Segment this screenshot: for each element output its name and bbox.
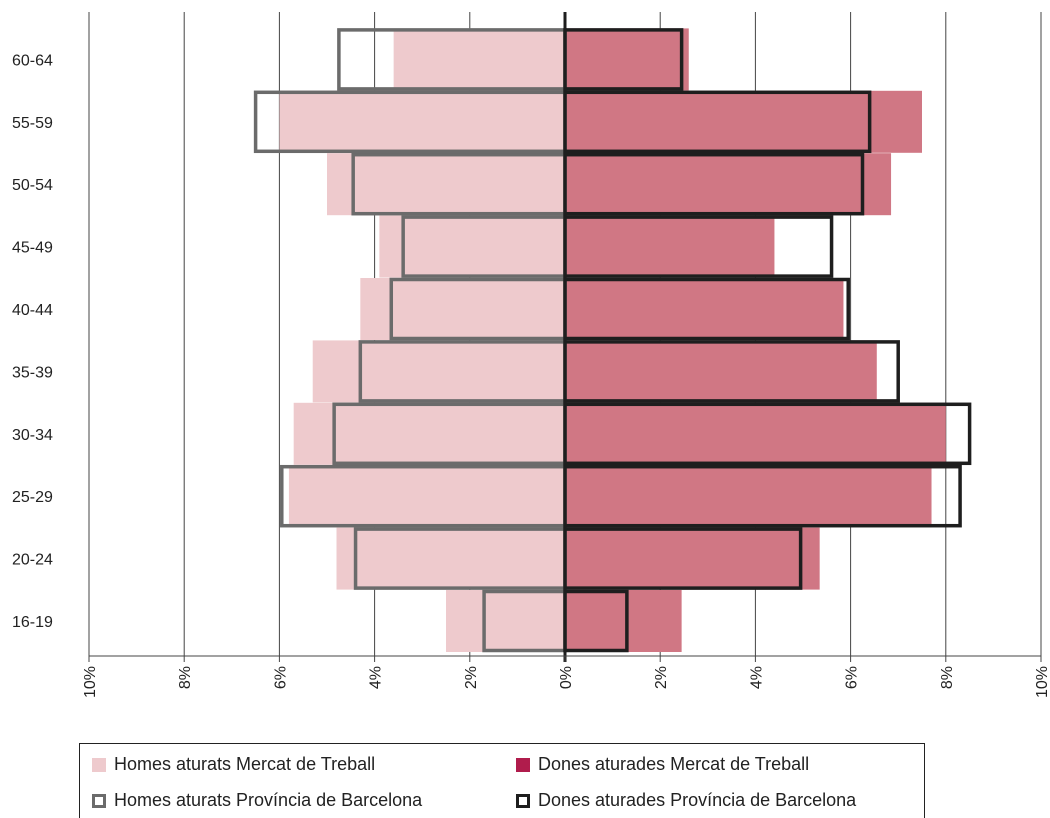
bar-right-filled-45-49 (565, 215, 775, 278)
legend-label-women-market: Dones aturades Mercat de Treball (538, 754, 810, 774)
legend-swatch-men-province (92, 793, 106, 808)
bar-right-filled-20-24 (565, 527, 820, 590)
legend-item-women-market: Dones aturades Mercat de Treball (516, 754, 809, 775)
x-tick-label-4: 2% (463, 666, 480, 689)
legend-swatch-women-market (516, 757, 530, 772)
x-tick-label-0: 10% (82, 666, 99, 698)
bar-right-filled-55-59 (565, 90, 922, 153)
bar-left-filled-30-34 (293, 402, 565, 465)
x-tick-label-1: 8% (177, 666, 194, 689)
bar-left-filled-16-19 (446, 590, 565, 652)
legend-label-women-province: Dones aturades Província de Barcelona (538, 790, 857, 810)
category-label-25-29: 25-29 (12, 489, 53, 506)
bar-right-filled-50-54 (565, 153, 892, 216)
bar-right-filled-16-19 (565, 590, 682, 652)
pyramid-chart: 10% 8% 6% 4% 2% 0% 2% 4% 6% 8% 10% 16-19 20-24 25-29 3… (12, 12, 1050, 698)
bar-left-filled-40-44 (360, 278, 565, 340)
bar-right-filled-25-29 (565, 465, 932, 528)
x-tick-label-3: 4% (368, 666, 385, 689)
legend: Homes aturats Mercat de Treball Dones at… (79, 743, 925, 818)
bar-right-filled-35-39 (565, 340, 877, 403)
x-tick-label-5: 0% (558, 666, 575, 689)
x-tick-label-10: 10% (1034, 666, 1050, 698)
bar-left-filled-35-39 (312, 340, 565, 403)
legend-swatch-men-market (92, 757, 106, 772)
category-label-30-34: 30-34 (12, 427, 53, 444)
category-label-60-64: 60-64 (12, 52, 53, 69)
bar-left-filled-20-24 (336, 527, 565, 590)
legend-item-men-province: Homes aturats Província de Barcelona (92, 790, 422, 811)
bar-left-filled-60-64 (393, 28, 565, 91)
category-label-45-49: 45-49 (12, 240, 53, 257)
bar-right-filled-30-34 (565, 402, 946, 465)
bar-left-filled-25-29 (288, 465, 565, 528)
x-tick-label-2: 6% (272, 666, 289, 689)
bar-right-filled-40-44 (565, 278, 844, 340)
bar-left-filled-55-59 (279, 90, 565, 153)
legend-item-women-province: Dones aturades Província de Barcelona (516, 790, 856, 811)
category-label-16-19: 16-19 (12, 614, 53, 631)
bar-left-filled-50-54 (327, 153, 565, 216)
category-label-35-39: 35-39 (12, 364, 53, 381)
legend-label-men-province: Homes aturats Província de Barcelona (114, 790, 423, 810)
x-tick-label-8: 6% (844, 666, 861, 689)
legend-label-men-market: Homes aturats Mercat de Treball (114, 754, 376, 774)
category-label-50-54: 50-54 (12, 177, 53, 194)
legend-swatch-women-province (516, 793, 530, 808)
category-label-55-59: 55-59 (12, 115, 53, 132)
category-label-20-24: 20-24 (12, 552, 53, 569)
x-tick-label-9: 8% (939, 666, 956, 689)
bar-left-filled-45-49 (379, 215, 565, 278)
x-tick-label-6: 2% (653, 666, 670, 689)
x-tick-label-7: 4% (748, 666, 765, 689)
legend-item-men-market: Homes aturats Mercat de Treball (92, 754, 375, 775)
bar-right-filled-60-64 (565, 28, 689, 91)
category-label-40-44: 40-44 (12, 302, 53, 319)
